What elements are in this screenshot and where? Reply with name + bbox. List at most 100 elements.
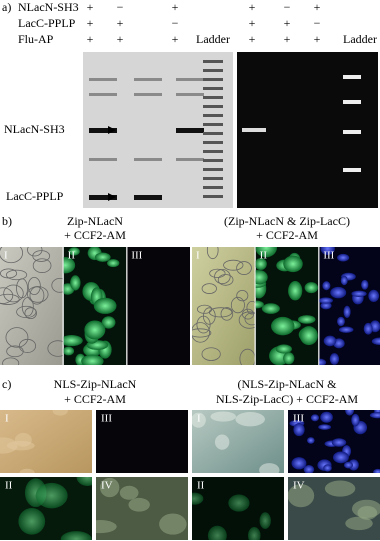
cell (207, 525, 227, 540)
cell (27, 247, 43, 257)
cell (373, 468, 380, 473)
panel-numeral: II (197, 480, 205, 492)
cell (244, 312, 255, 326)
sign: + (249, 0, 256, 14)
group-title: (Zip-NLacN & Zip-LacC) (224, 214, 350, 228)
band (134, 158, 162, 161)
cell (259, 463, 280, 473)
cell (361, 279, 369, 290)
cell (337, 253, 350, 262)
micrograph (288, 477, 380, 540)
image-content (319, 247, 380, 365)
cell (351, 413, 360, 427)
cell (217, 274, 234, 286)
cell (63, 335, 83, 347)
cell (52, 410, 68, 416)
cell (119, 485, 139, 500)
micrograph (319, 247, 380, 365)
cell (5, 269, 28, 281)
panel-label: b) (2, 214, 12, 228)
cell (288, 281, 303, 301)
cell (107, 259, 120, 268)
ladder-band (203, 159, 223, 162)
cell (275, 344, 292, 354)
ladder-band (203, 60, 223, 63)
cell (320, 301, 332, 310)
cell (47, 340, 63, 357)
cell (310, 414, 320, 422)
cell (319, 297, 334, 304)
arrow (108, 193, 116, 201)
band (89, 195, 117, 200)
band (176, 93, 204, 96)
image-bg (96, 410, 188, 473)
ladder-band (203, 186, 223, 189)
cell (210, 411, 237, 422)
cell (351, 499, 380, 518)
band (176, 128, 204, 133)
group-title: + CCF2-AM (256, 228, 318, 242)
image-content (0, 410, 92, 473)
cell (324, 480, 356, 497)
cell (84, 320, 106, 340)
panel-numeral: III (101, 413, 112, 425)
cell (319, 358, 327, 365)
band (134, 195, 162, 200)
cell (214, 434, 230, 450)
ladder-band (343, 100, 361, 104)
sign: + (249, 32, 256, 46)
cell (345, 410, 355, 416)
sign: − (284, 0, 291, 14)
cell (192, 492, 204, 505)
panel-numeral: II (68, 250, 76, 262)
cell (345, 516, 373, 531)
cell (5, 327, 29, 348)
micrograph (192, 477, 284, 540)
ladder-band (343, 168, 361, 172)
micrograph (255, 247, 319, 365)
ladder-band (203, 78, 223, 81)
ladder-band (203, 87, 223, 90)
image-content (96, 477, 188, 540)
cell (230, 296, 245, 314)
image-content (96, 410, 188, 473)
cell (3, 284, 24, 303)
micrograph (0, 477, 92, 540)
cell (201, 347, 221, 361)
sign: + (87, 0, 94, 14)
panel-numeral: I (5, 413, 9, 425)
cell (291, 457, 307, 470)
cell (99, 477, 120, 498)
cell (223, 259, 244, 271)
cell (333, 451, 349, 464)
image-content (192, 477, 284, 540)
cell (320, 411, 333, 423)
micrograph (0, 247, 63, 365)
micrograph (96, 410, 188, 473)
band (134, 78, 162, 81)
cell (297, 315, 316, 324)
group-title: + CCF2-AM (64, 392, 126, 406)
cell (32, 258, 52, 273)
micrograph (96, 477, 188, 540)
cell (76, 477, 92, 486)
band (176, 78, 204, 81)
cell (51, 277, 63, 293)
cell (94, 252, 111, 262)
cell (322, 281, 331, 291)
cell (35, 482, 68, 509)
panel-numeral: III (323, 250, 334, 262)
cell (101, 316, 116, 329)
ladder-band (203, 177, 223, 180)
cell (304, 282, 319, 294)
sign: + (314, 32, 321, 46)
ladder-band (203, 114, 223, 117)
cell (236, 289, 249, 302)
cell (351, 290, 367, 297)
cell (63, 257, 76, 274)
group-title: NLS-Zip-LacC) + CCF2-AM (216, 392, 358, 406)
group-title: (NLS-Zip-NLacN & (238, 377, 338, 391)
micrograph (192, 247, 255, 365)
sign: + (117, 32, 124, 46)
image-content (63, 247, 127, 365)
